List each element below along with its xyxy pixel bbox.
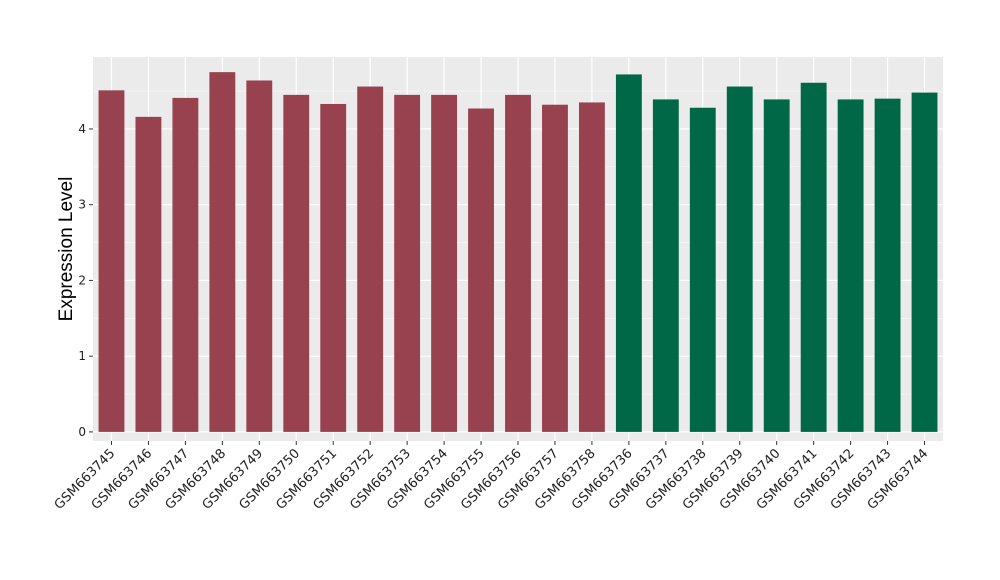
y-axis: 0 1 2 3 4 (78, 122, 93, 439)
bar (246, 80, 273, 432)
x-axis: GSM663745GSM663746GSM663747GSM663748GSM6… (52, 441, 931, 513)
y-tick-label: 4 (78, 122, 86, 136)
bar (172, 97, 199, 432)
bar (874, 98, 901, 432)
bar (615, 74, 642, 432)
y-tick-label: 1 (78, 349, 86, 363)
bar (689, 107, 716, 432)
bar (431, 94, 458, 432)
bar (135, 116, 162, 432)
bar (357, 86, 384, 432)
bar (726, 86, 753, 432)
bar (911, 92, 938, 432)
bar (98, 90, 125, 432)
bar (283, 94, 310, 432)
bar (652, 99, 679, 432)
bar (763, 99, 790, 432)
bar (837, 99, 864, 432)
bar (468, 108, 494, 432)
bar (578, 102, 605, 432)
y-tick-label: 0 (78, 425, 86, 439)
bar (209, 72, 236, 432)
y-tick-label: 3 (78, 198, 86, 212)
bar (320, 103, 347, 432)
bar (800, 82, 827, 432)
y-tick-label: 2 (78, 273, 86, 287)
bar (505, 94, 531, 432)
bar (394, 94, 421, 432)
y-axis-title: Expression Level (56, 177, 77, 322)
bars (98, 72, 938, 432)
bar (542, 104, 568, 432)
